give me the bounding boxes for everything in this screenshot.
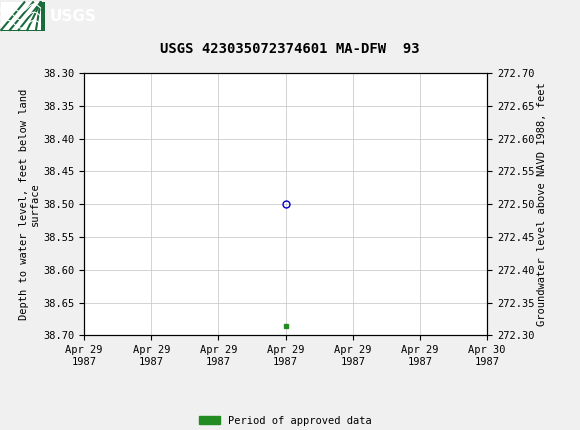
Text: USGS 423035072374601 MA-DFW  93: USGS 423035072374601 MA-DFW 93 bbox=[160, 43, 420, 56]
Legend: Period of approved data: Period of approved data bbox=[195, 412, 376, 430]
FancyBboxPatch shape bbox=[1, 2, 41, 30]
Text: USGS: USGS bbox=[49, 9, 96, 24]
FancyBboxPatch shape bbox=[1, 2, 45, 31]
Y-axis label: Depth to water level, feet below land
surface: Depth to water level, feet below land su… bbox=[19, 89, 41, 320]
Y-axis label: Groundwater level above NAVD 1988, feet: Groundwater level above NAVD 1988, feet bbox=[537, 83, 547, 326]
